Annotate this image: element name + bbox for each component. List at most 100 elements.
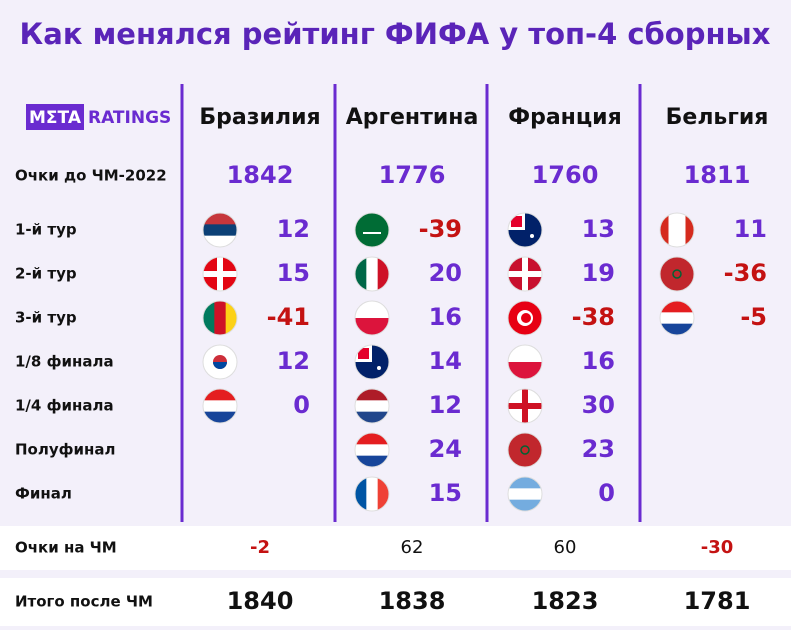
- flag-rim: [507, 388, 543, 424]
- row-label: 1-й тур: [15, 221, 77, 239]
- cell-value: -39: [419, 215, 462, 243]
- cell-value: -38: [572, 303, 615, 331]
- flag: [508, 389, 542, 423]
- flag-rim: [507, 432, 543, 468]
- cell-value: 15: [429, 479, 462, 507]
- stripe: [203, 400, 237, 413]
- cell-value: 20: [429, 259, 462, 287]
- flag-rim: [507, 476, 543, 512]
- stripe: [366, 477, 379, 511]
- flag-rim: [202, 256, 238, 292]
- cell-value: 23: [582, 435, 615, 463]
- band: [0, 578, 791, 626]
- field: [508, 433, 542, 467]
- stripe: [660, 323, 694, 335]
- flag: [355, 301, 389, 335]
- flag: [355, 345, 389, 379]
- flag: [508, 213, 542, 247]
- flag: [660, 301, 694, 335]
- stripe: [660, 301, 694, 313]
- row-label: Очки до ЧМ-2022: [15, 167, 167, 185]
- stripe: [685, 213, 694, 247]
- flag-rim: [659, 212, 695, 248]
- row-label: 1/8 финала: [15, 353, 114, 371]
- stripe: [355, 318, 389, 327]
- cell-value: 1823: [532, 587, 599, 615]
- flag: [203, 389, 237, 423]
- cell-value: 12: [277, 347, 310, 375]
- field: [660, 257, 694, 291]
- stripe: [203, 235, 237, 247]
- stripe: [355, 411, 389, 423]
- emblem: [213, 362, 227, 369]
- flag: [508, 345, 542, 379]
- stripe: [508, 353, 542, 363]
- stripe: [355, 326, 389, 335]
- cell-value: -5: [740, 303, 767, 331]
- flag: [355, 257, 389, 291]
- cell-value: 24: [429, 435, 462, 463]
- cell-value: -30: [701, 537, 734, 558]
- stripe: [355, 477, 367, 511]
- field: [355, 213, 389, 247]
- stripe: [508, 477, 542, 489]
- canton: [358, 348, 369, 359]
- flag-rim: [659, 256, 695, 292]
- cell-value: 1776: [379, 161, 446, 189]
- column-header: Франция: [508, 105, 621, 130]
- logo-box: [26, 104, 84, 130]
- flag: [508, 477, 542, 511]
- flag-rim: [507, 212, 543, 248]
- column-header: Аргентина: [346, 105, 479, 130]
- flag-rim: [202, 300, 238, 336]
- flag-rim: [354, 256, 390, 292]
- stripe: [355, 301, 389, 310]
- star: [377, 366, 381, 370]
- dividers: [180, 84, 642, 522]
- cross: [508, 271, 542, 277]
- cell-value: -2: [250, 537, 270, 558]
- row-label: 3-й тур: [15, 309, 77, 327]
- flag-rim: [202, 212, 238, 248]
- stripe: [508, 370, 542, 379]
- flag: [660, 213, 694, 247]
- cell-value: 30: [582, 391, 615, 419]
- flag: [355, 213, 389, 247]
- cell-value: 16: [582, 347, 615, 375]
- row-label: Итого после ЧМ: [15, 593, 153, 611]
- stripe: [366, 257, 379, 291]
- cell-value: 1840: [227, 587, 294, 615]
- cell-value: 62: [401, 537, 424, 558]
- flag-rim: [354, 344, 390, 380]
- cell-value: 16: [429, 303, 462, 331]
- canton: [511, 216, 522, 227]
- stripe: [508, 488, 542, 501]
- logo-right: RATINGS: [88, 108, 171, 128]
- flag: [508, 257, 542, 291]
- cell-value: 0: [598, 479, 615, 507]
- row-label: 1/4 финала: [15, 397, 114, 415]
- flag-rim: [354, 476, 390, 512]
- flag: [203, 213, 237, 247]
- flag-rim: [202, 344, 238, 380]
- stripe: [203, 301, 215, 335]
- stripe: [355, 433, 389, 445]
- stripe: [660, 213, 669, 247]
- stripe: [668, 213, 678, 247]
- star: [530, 234, 534, 238]
- emblem: [521, 313, 531, 323]
- flag-rim: [507, 256, 543, 292]
- flag-rim: [202, 388, 238, 424]
- flag-rim: [354, 300, 390, 336]
- cell-value: 1781: [684, 587, 751, 615]
- column-header: Бразилия: [199, 105, 320, 130]
- cell-value: 14: [429, 347, 462, 375]
- cell-value: 60: [554, 537, 577, 558]
- cross: [203, 271, 237, 277]
- stripe: [508, 499, 542, 511]
- cell-value: 1842: [227, 161, 294, 189]
- row-label: Полуфинал: [15, 441, 116, 459]
- stripe: [355, 455, 389, 467]
- cell-value: 19: [582, 259, 615, 287]
